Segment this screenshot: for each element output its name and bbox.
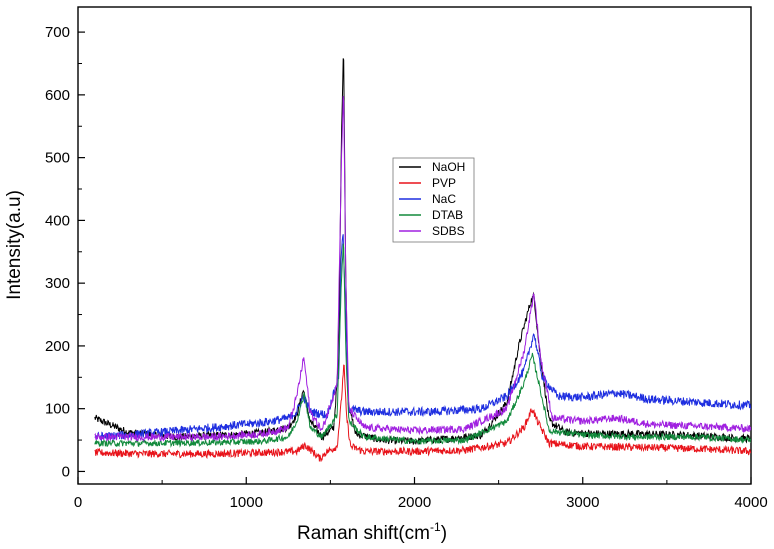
legend-label: SDBS	[432, 224, 465, 238]
x-axis-title-superscript: -1	[430, 520, 441, 534]
x-tick-label: 4000	[734, 494, 767, 511]
y-tick-label: 600	[45, 87, 70, 104]
legend-box	[392, 157, 475, 243]
legend-label: NaOH	[432, 160, 465, 174]
plot-frame	[77, 6, 752, 485]
series-line-dtab	[94, 243, 751, 448]
y-tick-label: 200	[45, 338, 70, 355]
x-tick-label: 2000	[398, 494, 431, 511]
x-tick-label: 0	[74, 494, 82, 511]
y-tick-label: 0	[62, 463, 70, 480]
y-axis: 0 100 200 300 400 500 600 700	[45, 24, 85, 480]
x-axis-title-suffix: )	[441, 523, 447, 544]
x-axis: 0 1000 2000 3000 4000	[74, 477, 768, 511]
x-axis-title-main: Raman shift(cm	[297, 523, 430, 544]
series-layer	[94, 58, 751, 462]
series-line-nac	[94, 234, 751, 441]
x-tick-label: 3000	[566, 494, 599, 511]
series-line-sdbs	[94, 96, 751, 443]
legend-label: DTAB	[432, 208, 463, 222]
y-tick-label: 400	[45, 212, 70, 229]
y-tick-label: 300	[45, 275, 70, 292]
legend-label: NaC	[432, 192, 456, 206]
y-axis-title: Intensity(a.u)	[4, 190, 25, 300]
y-tick-label: 500	[45, 150, 70, 167]
legend: NaOH PVP NaC DTAB SDBS	[392, 157, 475, 243]
x-tick-label: 1000	[230, 494, 263, 511]
y-tick-label: 100	[45, 401, 70, 418]
y-tick-label: 700	[45, 24, 70, 41]
series-line-pvp	[94, 364, 751, 462]
x-axis-title: Raman shift(cm-1)	[297, 520, 447, 544]
legend-label: PVP	[432, 176, 456, 190]
